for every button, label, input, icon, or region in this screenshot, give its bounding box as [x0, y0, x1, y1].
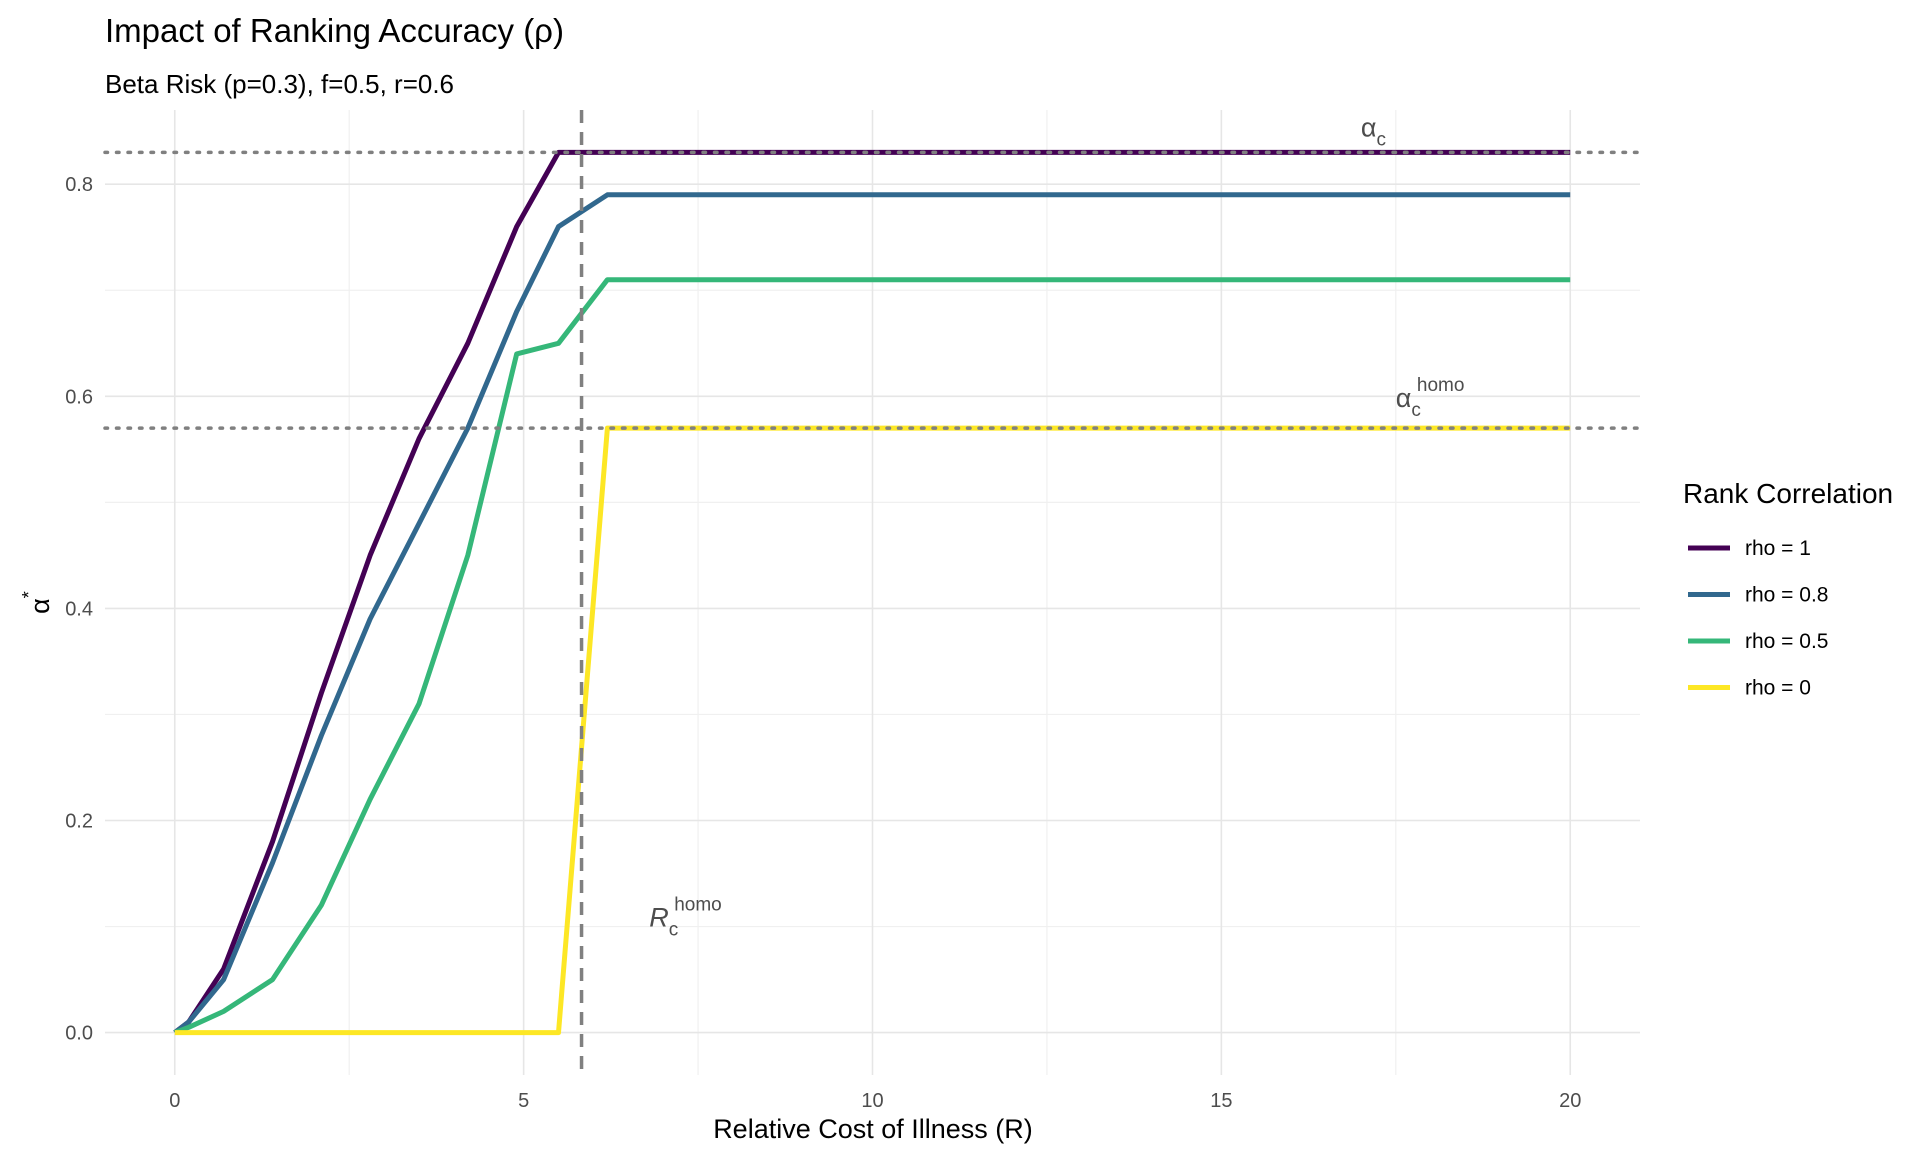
legend-label-3: rho = 0: [1745, 677, 1811, 700]
x-tick-label: 0: [169, 1090, 180, 1112]
x-tick-label: 10: [861, 1090, 883, 1112]
annotation-2: Rchomo: [649, 895, 722, 941]
x-tick-label: 20: [1559, 1090, 1581, 1112]
y-axis-ticks: 0.0 0.2 0.4 0.6 0.8: [65, 174, 93, 1044]
annotation-0: αc: [1361, 113, 1386, 151]
series-line-1: [173, 192, 1571, 1035]
x-axis-ticks: 0 5 10 15 20: [169, 1090, 1581, 1112]
legend-label-1: rho = 0.8: [1745, 584, 1828, 607]
legend-label-2: rho = 0.5: [1745, 630, 1828, 653]
chart-subtitle: Beta Risk (p=0.3), f=0.5, r=0.6: [105, 69, 454, 99]
y-axis-title-text: α*: [19, 591, 55, 614]
x-tick-label: 15: [1210, 1090, 1232, 1112]
y-tick-label: 0.2: [65, 810, 93, 832]
y-tick-label: 0.0: [65, 1023, 93, 1045]
series-line-2: [173, 277, 1571, 1035]
reference-lines: [103, 110, 1642, 1075]
legend-label-0: rho = 1: [1745, 537, 1811, 560]
annotations: αc αchomo Rchomo: [649, 113, 1464, 941]
series-line-3: [174, 425, 1571, 1036]
x-tick-label: 5: [518, 1090, 529, 1112]
y-tick-label: 0.8: [65, 174, 93, 196]
x-axis-title: Relative Cost of Illness (R): [713, 1114, 1033, 1144]
annotation-1: αchomo: [1396, 375, 1465, 421]
y-axis-title: α*: [19, 591, 55, 614]
legend-title: Rank Correlation: [1683, 478, 1893, 509]
chart-title: Impact of Ranking Accuracy (ρ): [105, 12, 564, 49]
legend: Rank Correlation rho = 1 rho = 0.8 rho = 0…: [1683, 478, 1893, 700]
y-tick-label: 0.6: [65, 386, 93, 408]
gridlines: [105, 110, 1640, 1075]
y-tick-label: 0.4: [65, 598, 93, 620]
